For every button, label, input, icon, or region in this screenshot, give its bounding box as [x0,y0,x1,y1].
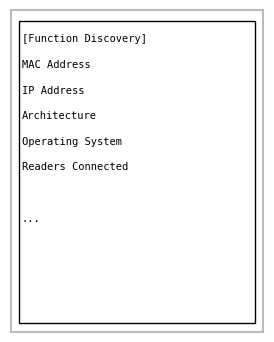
Bar [19,21,255,323]
Text: [Function Discovery]: [Function Discovery] [22,34,147,44]
Text: Architecture: Architecture [22,111,97,121]
Text: ...: ... [22,214,41,224]
Text: IP Address: IP Address [22,86,84,95]
Text: Operating System: Operating System [22,137,122,147]
Text: Readers Connected: Readers Connected [22,162,128,172]
Text: MAC Address: MAC Address [22,60,91,70]
